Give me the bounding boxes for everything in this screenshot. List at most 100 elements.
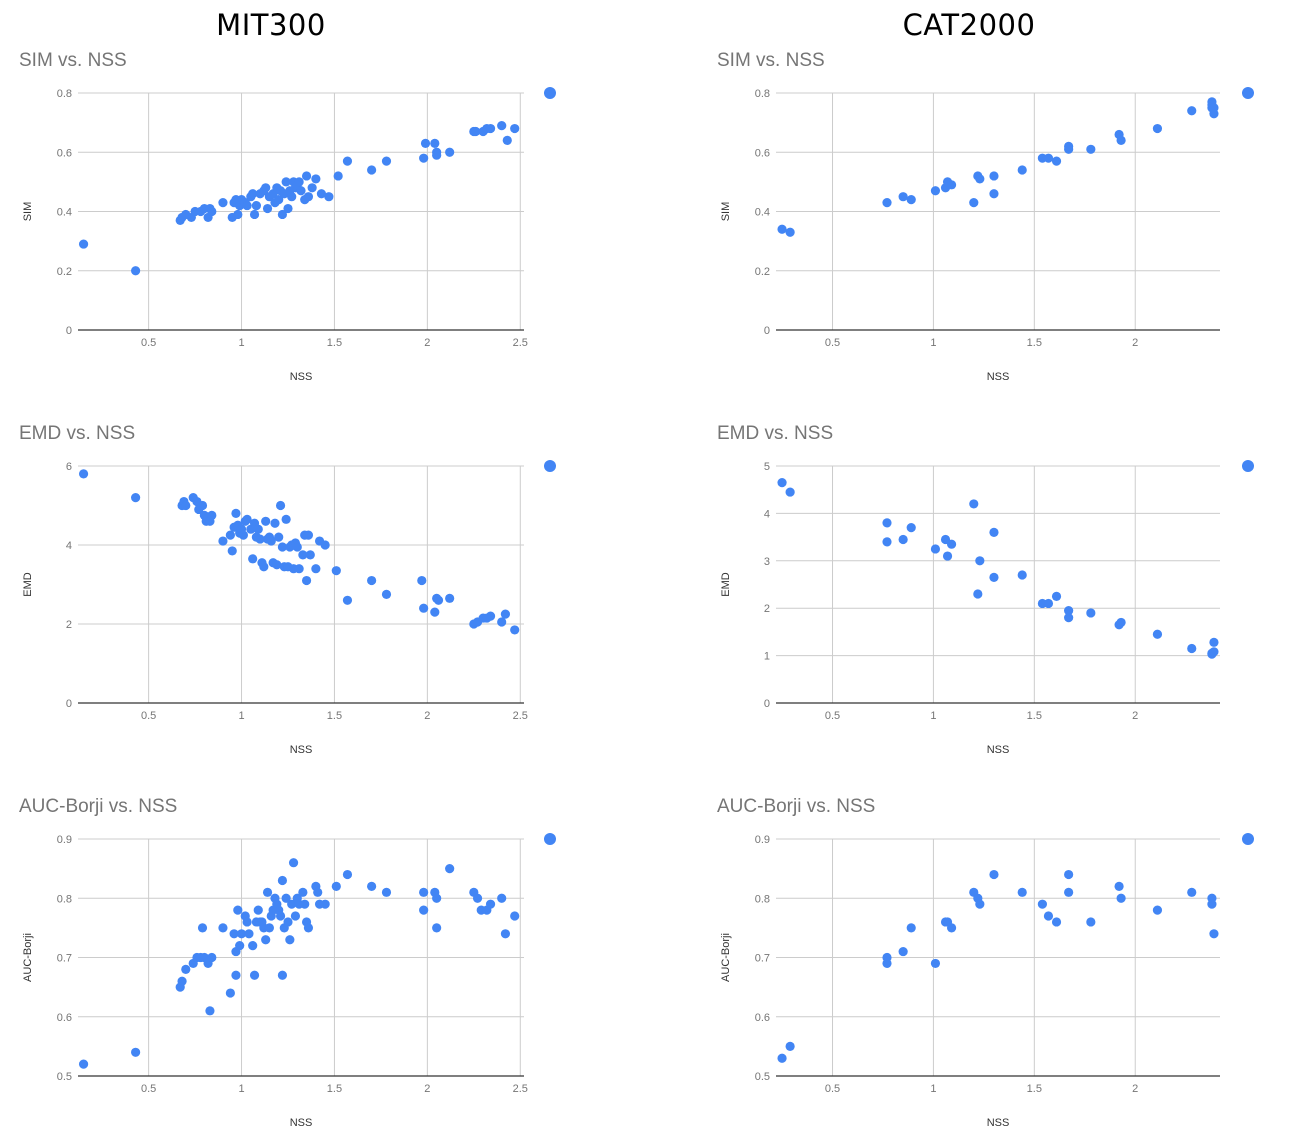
chart-title-mit300-auc-borji-vs-nss: AUC-Borji vs. NSS	[19, 796, 178, 817]
data-point	[281, 514, 291, 524]
data-point	[244, 929, 254, 939]
data-point	[777, 224, 787, 234]
data-point	[298, 550, 308, 560]
data-point	[320, 540, 330, 550]
data-point	[303, 192, 314, 202]
data-point	[298, 887, 308, 897]
data-point	[1187, 643, 1197, 654]
data-point	[485, 899, 496, 909]
data-point	[777, 477, 787, 488]
data-point	[1043, 911, 1054, 921]
data-point	[1209, 637, 1219, 647]
data-point	[471, 126, 481, 137]
data-point	[785, 227, 795, 237]
y-tick-label: 2	[66, 619, 72, 631]
data-point	[1187, 887, 1197, 897]
data-point	[1043, 598, 1054, 609]
x-axis-label: NSS	[290, 371, 313, 383]
data-point	[898, 946, 908, 957]
data-point	[1114, 881, 1124, 892]
data-point	[973, 589, 983, 599]
data-point	[207, 952, 217, 963]
data-point	[1207, 899, 1217, 909]
data-point	[181, 500, 191, 511]
data-point	[218, 198, 228, 208]
data-point	[261, 516, 271, 526]
data-point	[331, 566, 341, 576]
data-point	[975, 556, 985, 566]
data-point	[342, 156, 353, 166]
data-point	[218, 923, 228, 933]
data-point	[497, 120, 507, 131]
data-point	[231, 508, 241, 518]
data-point	[1064, 869, 1074, 880]
data-point	[320, 899, 330, 909]
x-tick-label: 1.5	[1027, 710, 1042, 722]
data-point	[255, 534, 265, 544]
data-point	[305, 550, 315, 560]
data-point	[292, 542, 302, 552]
x-tick-label: 1	[238, 337, 244, 349]
chart-title-cat2000-emd-vs-nss: EMD vs. NSS	[717, 423, 834, 444]
y-tick-label: 4	[764, 508, 770, 520]
x-tick-label: 2	[424, 710, 430, 722]
data-point	[419, 887, 429, 897]
chart-title-mit300-emd-vs-nss: EMD vs. NSS	[19, 423, 136, 444]
y-tick-label: 0.5	[755, 1071, 770, 1083]
data-point	[205, 1006, 215, 1016]
data-point	[197, 923, 208, 933]
x-tick-label: 2	[1132, 337, 1138, 349]
data-point	[1051, 917, 1062, 927]
data-point	[131, 493, 141, 503]
x-tick-label: 1	[238, 710, 244, 722]
data-point	[1086, 917, 1096, 927]
x-tick-label: 0.5	[825, 710, 840, 722]
data-point	[78, 469, 89, 479]
data-point	[785, 1041, 795, 1051]
data-point	[207, 510, 217, 520]
data-point	[930, 958, 941, 969]
x-tick-label: 1.5	[327, 710, 342, 722]
data-point	[420, 138, 431, 148]
data-point	[236, 929, 247, 939]
y-tick-label: 0.9	[57, 834, 72, 846]
x-axis-label: NSS	[987, 744, 1010, 756]
data-point	[430, 607, 440, 617]
data-point	[367, 165, 377, 175]
data-point	[227, 546, 237, 556]
y-axis-label: AUC-Borji	[22, 933, 34, 982]
data-point	[1017, 570, 1027, 580]
data-point	[197, 500, 208, 511]
chart-title-cat2000-sim-vs-nss: SIM vs. NSS	[717, 50, 825, 71]
y-tick-label: 0.6	[57, 147, 72, 159]
data-point	[275, 911, 286, 921]
data-point	[78, 239, 89, 249]
data-point	[381, 156, 392, 166]
data-point	[1017, 887, 1027, 897]
data-point	[333, 171, 343, 181]
data-point	[975, 174, 985, 184]
data-point	[510, 123, 520, 134]
data-point	[1152, 123, 1163, 134]
data-point	[277, 542, 288, 552]
x-tick-label: 0.5	[141, 337, 156, 349]
legend-marker	[544, 833, 556, 845]
data-point	[1209, 929, 1219, 939]
x-tick-label: 1.5	[327, 1083, 342, 1095]
data-point	[242, 917, 252, 927]
data-point	[283, 917, 293, 927]
y-tick-label: 0	[66, 325, 72, 337]
data-point	[906, 523, 916, 533]
data-point	[270, 518, 280, 528]
data-point	[989, 171, 999, 181]
data-point	[445, 864, 455, 874]
y-axis-label: EMD	[720, 572, 732, 597]
data-point	[277, 875, 288, 886]
x-tick-label: 0.5	[141, 710, 156, 722]
y-tick-label: 0.2	[57, 266, 72, 278]
x-tick-label: 1.5	[327, 337, 342, 349]
y-tick-label: 0.7	[57, 953, 72, 965]
